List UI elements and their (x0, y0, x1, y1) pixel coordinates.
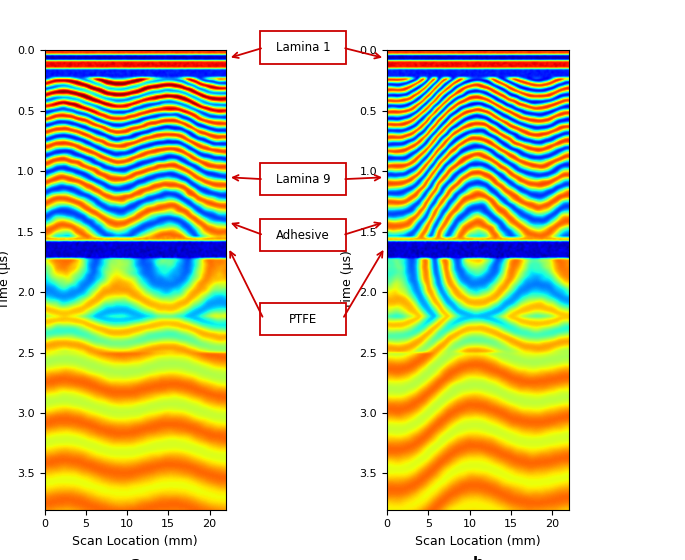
Text: Lamina 9: Lamina 9 (276, 172, 330, 186)
Text: Adhesive: Adhesive (276, 228, 330, 242)
Text: a: a (130, 556, 140, 560)
Text: Lamina 1: Lamina 1 (276, 41, 330, 54)
Text: b: b (473, 556, 483, 560)
Y-axis label: Time (μs): Time (μs) (0, 250, 12, 310)
Text: PTFE: PTFE (289, 312, 317, 326)
Y-axis label: Time (μs): Time (μs) (341, 250, 354, 310)
X-axis label: Scan Location (mm): Scan Location (mm) (73, 535, 198, 548)
X-axis label: Scan Location (mm): Scan Location (mm) (415, 535, 540, 548)
